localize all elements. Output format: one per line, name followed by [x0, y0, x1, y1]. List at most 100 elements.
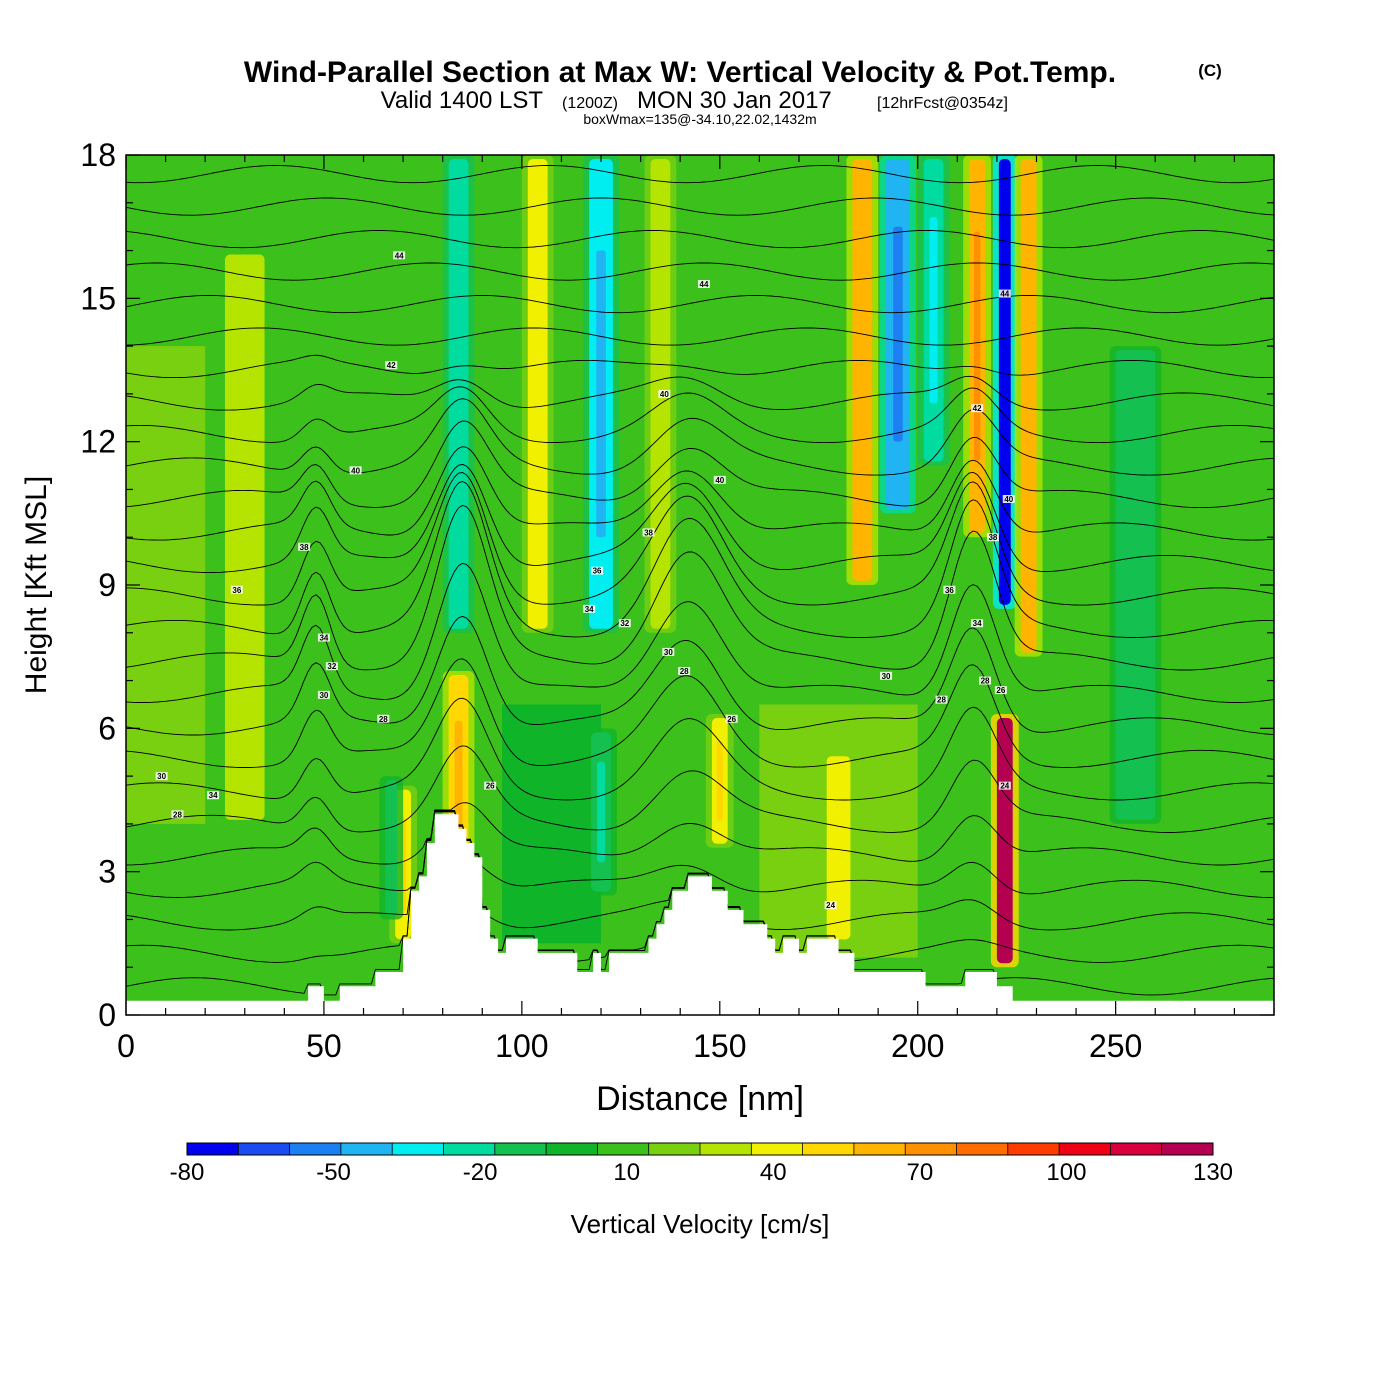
y-tick-label: 0	[98, 997, 116, 1033]
colorbar-tick-label: -50	[316, 1159, 351, 1186]
contour-label: 32	[325, 662, 338, 671]
theta-contour-line	[126, 375, 1274, 411]
contour-label: 30	[317, 690, 330, 700]
velocity-band-peak	[1025, 255, 1032, 557]
y-axis-label: Height [Kft MSL]	[20, 476, 53, 694]
colorbar-tick-label: 70	[907, 1159, 934, 1186]
contour-label-text: 26	[727, 715, 736, 724]
colorbar-swatch	[956, 1143, 1009, 1155]
contour-label: 34	[207, 791, 220, 800]
x-tick-label: 150	[693, 1028, 746, 1064]
velocity-band	[583, 155, 619, 633]
theta-contour-line	[126, 810, 1274, 931]
colorbar-frame	[186, 1142, 1214, 1156]
velocity-band-peak	[236, 365, 253, 710]
contour-label-text: 44	[700, 280, 709, 289]
contour-label-text: 34	[585, 605, 594, 614]
velocity-band-peak	[973, 231, 981, 461]
potential-temperature-contours	[126, 165, 1274, 996]
x-tick-label: 250	[1089, 1028, 1142, 1064]
contour-label: 44	[393, 251, 406, 260]
colorbar-swatch	[546, 1143, 598, 1155]
contour-label-text: 36	[593, 567, 602, 576]
contour-label-text: 32	[620, 619, 629, 628]
contour-label: 26	[994, 686, 1007, 695]
contour-label: 36	[230, 585, 243, 595]
colorbar-swatch	[494, 1143, 547, 1155]
contour-label-bg	[325, 662, 338, 671]
velocity-band-peak	[833, 790, 844, 906]
colorbar-swatch	[648, 1143, 701, 1155]
colorbar-swatch	[597, 1143, 650, 1155]
chart-info-line: boxWmax=135@-34.10,22.02,1432m	[583, 111, 816, 127]
contour-label: 28	[979, 676, 992, 686]
theta-contour-line	[126, 615, 1274, 736]
theta-contour-line	[126, 658, 1274, 768]
contour-label-text: 40	[351, 466, 360, 475]
contour-label-text: 24	[826, 901, 835, 910]
theta-contour-line	[126, 472, 1274, 606]
contour-label-bg	[385, 361, 398, 370]
colorbar-tick-label: 40	[760, 1159, 787, 1186]
contour-label-bg	[678, 667, 691, 675]
colorbar-tick-label: -80	[170, 1159, 205, 1186]
contour-label-bg	[697, 280, 710, 288]
terrain-fill	[126, 814, 1274, 1015]
theta-contour-line	[126, 562, 1274, 703]
theta-contour-line	[126, 295, 1274, 314]
contour-label-bg	[642, 528, 655, 537]
colorbar-swatch	[238, 1143, 291, 1155]
contour-label: 40	[713, 475, 726, 485]
contour-label: 28	[377, 714, 390, 724]
contour-label-bg	[725, 714, 738, 723]
contour-label-bg	[935, 695, 948, 704]
colorbar-swatch	[1059, 1143, 1111, 1155]
colorbar-swatch	[1161, 1143, 1214, 1155]
contour-label: 36	[591, 566, 604, 576]
contour-label-text: 26	[486, 782, 495, 791]
contour-label: 40	[349, 466, 362, 475]
theta-contour-line	[126, 504, 1274, 671]
contour-label-text: 36	[945, 586, 954, 595]
x-tick-label: 0	[117, 1028, 135, 1064]
contour-label-text: 40	[715, 476, 724, 485]
contour-label: 28	[935, 695, 948, 705]
contour-label-bg	[377, 714, 390, 723]
velocity-band	[1014, 155, 1043, 657]
theta-contour-line	[126, 230, 1274, 249]
contour-label-text: 28	[379, 715, 388, 724]
y-tick-label: 15	[80, 280, 116, 316]
velocity-band	[585, 728, 617, 896]
colorbar-swatch	[905, 1143, 957, 1155]
contour-label: 26	[484, 781, 497, 791]
velocity-band-peak	[533, 250, 542, 538]
colorbar-label: Vertical Velocity [cm/s]	[571, 1209, 830, 1239]
contour-label-text: 28	[981, 677, 990, 686]
contour-label-text: 30	[882, 672, 891, 681]
contour-label: 34	[583, 604, 596, 614]
contour-label: 42	[385, 361, 398, 370]
contour-label-text: 40	[1004, 495, 1013, 504]
velocity-band-peak	[388, 804, 394, 891]
theta-contour-line	[126, 463, 1274, 574]
contour-label: 24	[998, 781, 1011, 791]
contour-label-bg	[662, 647, 675, 656]
contour-label-text: 26	[996, 686, 1005, 695]
velocity-band	[442, 155, 475, 633]
theta-contour-line	[126, 386, 1274, 444]
contour-label: 30	[662, 647, 675, 657]
contour-label: 32	[618, 619, 631, 628]
contour-label-bg	[618, 619, 631, 628]
subtitle-valid: Valid 1400 LST	[381, 87, 544, 114]
contour-label-bg	[994, 686, 1007, 695]
velocity-band-peak	[596, 250, 606, 538]
theta-contour-line	[126, 697, 1274, 801]
contour-label: 30	[155, 772, 168, 781]
velocity-band	[705, 714, 734, 848]
velocity-band	[379, 776, 404, 920]
velocity-band	[917, 155, 950, 466]
y-tick-label: 3	[98, 854, 116, 890]
contour-label-bg	[713, 475, 726, 484]
